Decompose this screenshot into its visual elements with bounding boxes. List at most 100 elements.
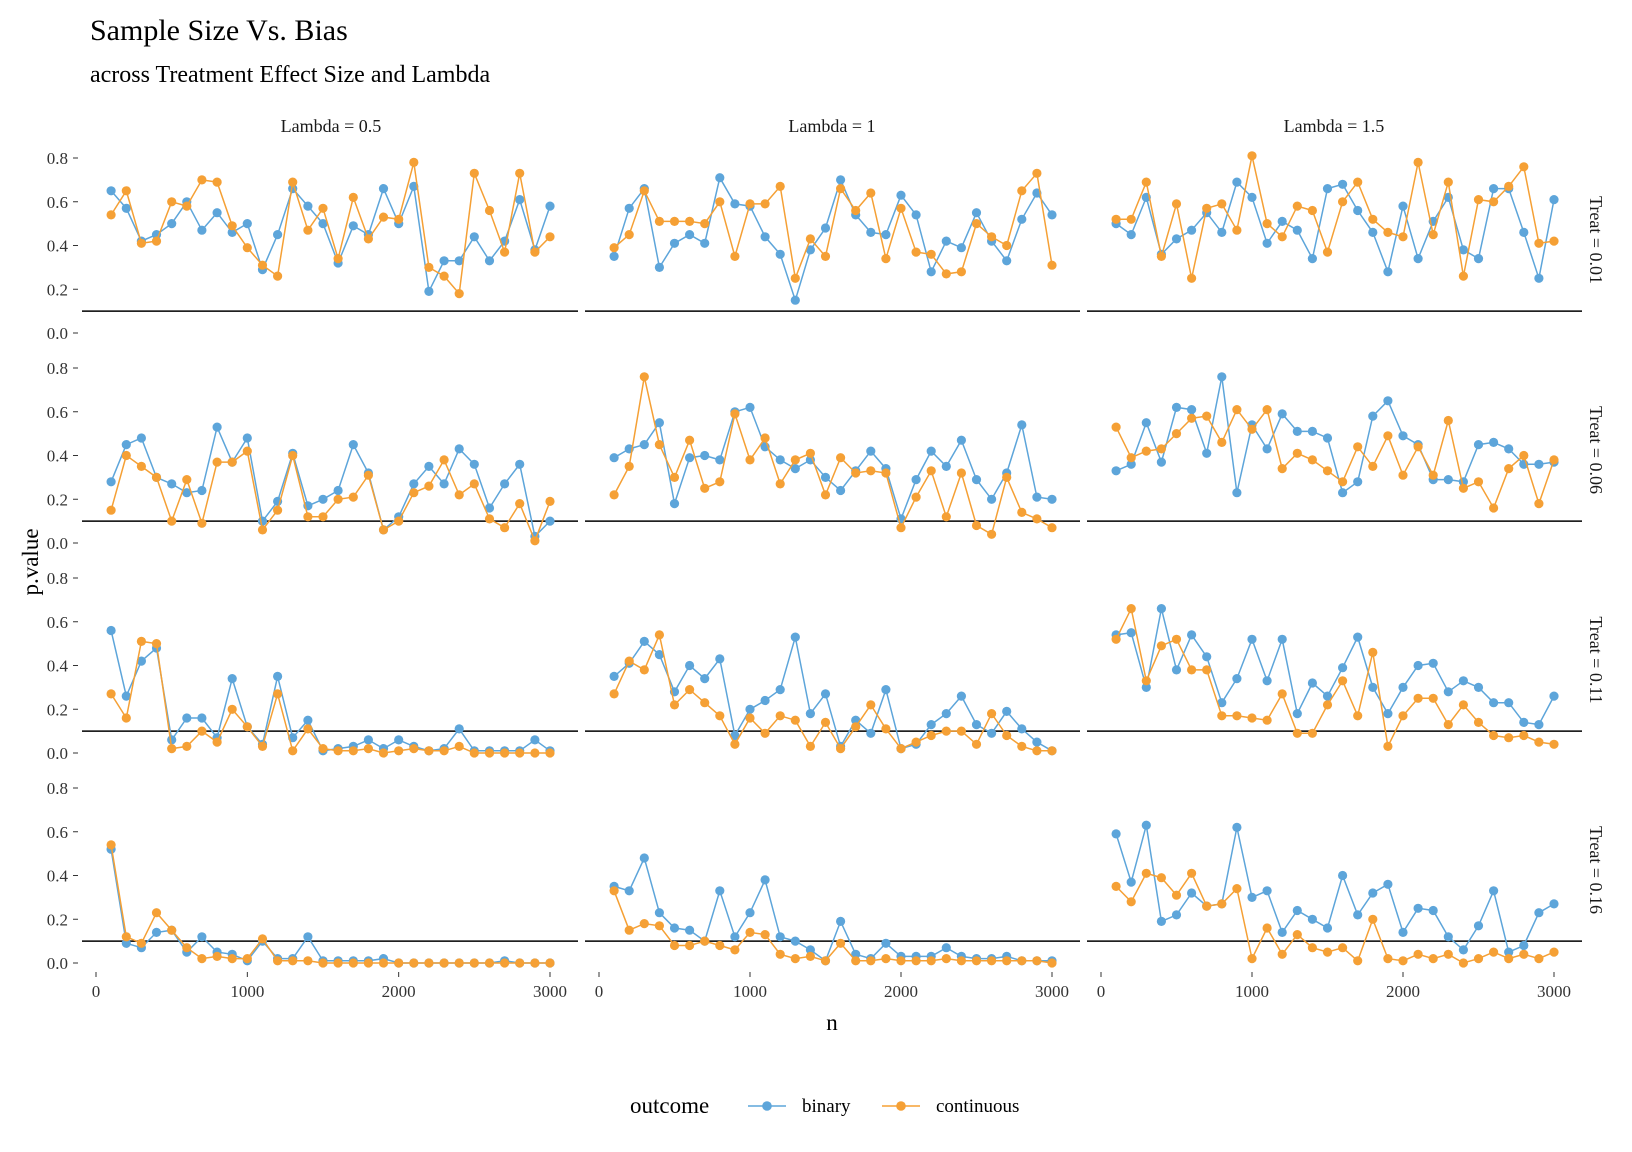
point-binary [1292,426,1302,436]
facet-panel [1087,151,1582,312]
point-continuous [257,934,268,944]
x-axis-ticks: 0 1000 2000 3000 0 1000 2000 3000 0 1000 2000 3000 [92,972,1571,1001]
point-binary [866,446,876,456]
point-continuous [545,748,555,758]
point-continuous [881,254,891,264]
point-binary [1428,658,1438,668]
point-continuous [941,269,951,279]
point-continuous [1277,232,1287,242]
point-continuous [1292,930,1302,940]
point-continuous [851,205,861,216]
point-binary [1111,466,1121,476]
point-continuous [1534,499,1544,509]
point-continuous [469,168,479,178]
point-binary [1353,632,1363,642]
point-continuous [121,186,131,196]
point-continuous [669,472,680,482]
point-binary [820,472,831,482]
point-continuous [1111,214,1121,224]
point-continuous [624,925,634,935]
point-binary [212,422,222,432]
point-continuous [956,468,967,478]
point-binary [609,251,619,261]
point-binary [273,230,283,240]
point-continuous [469,958,479,968]
point-continuous [760,199,770,209]
point-binary [136,433,146,443]
point-continuous [1307,728,1317,738]
point-continuous [273,689,283,699]
point-binary [745,908,755,918]
point-binary [1047,210,1057,220]
point-continuous [257,525,268,535]
point-binary [1413,903,1423,913]
series-line-continuous [613,171,1053,282]
point-binary [639,440,649,450]
point-continuous [1458,700,1468,710]
point-continuous [1111,634,1121,644]
point-continuous [654,630,665,640]
point-continuous [1202,901,1212,911]
point-continuous [1383,227,1393,237]
point-continuous [227,457,237,467]
point-continuous [669,216,680,226]
point-binary [515,195,525,205]
point-continuous [1458,958,1468,968]
point-binary [654,908,665,918]
point-continuous [1032,746,1042,756]
point-continuous [1458,483,1468,493]
point-continuous [1322,947,1333,957]
point-binary [424,461,434,471]
point-binary [745,704,755,714]
facet-panels [82,151,1582,968]
point-binary [1126,628,1136,638]
point-binary [484,256,495,266]
point-continuous [1534,238,1544,248]
point-binary [1489,184,1499,194]
facet-panel [1087,604,1582,752]
point-continuous [1549,947,1559,957]
point-continuous [515,168,525,178]
point-continuous [1428,954,1438,964]
point-binary [836,916,846,927]
point-continuous [956,956,967,966]
point-continuous [745,455,755,465]
point-continuous [318,744,328,754]
point-continuous [333,958,343,968]
point-binary [1443,687,1453,697]
point-binary [530,735,540,745]
facet-col-label-lambda-1: Lambda = 1 [788,116,875,136]
point-continuous [121,713,131,723]
point-binary [136,656,146,666]
point-continuous [136,461,146,471]
point-binary [1398,682,1408,693]
point-continuous [1307,455,1317,465]
point-continuous [545,958,555,968]
point-binary [197,713,207,723]
point-binary [685,925,695,935]
point-continuous [1353,956,1363,966]
point-continuous [288,450,298,461]
y-tick-label: 0.6 [47,823,68,842]
point-continuous [333,746,343,756]
point-continuous [182,741,192,752]
point-continuous [378,212,389,222]
y-tick-label: 0.0 [47,744,68,763]
point-continuous [1383,954,1393,964]
point-continuous [545,232,555,242]
point-continuous [1202,411,1212,421]
point-continuous [941,726,951,736]
point-continuous [1187,665,1197,675]
point-continuous [227,221,237,231]
point-continuous [1032,956,1042,966]
point-continuous [896,956,906,966]
point-binary [303,715,313,725]
point-continuous [1383,431,1393,441]
point-binary [881,685,891,695]
point-binary [1383,396,1393,406]
point-continuous [685,435,695,445]
point-binary [1549,195,1559,205]
point-binary [1338,870,1348,881]
point-binary [454,256,464,266]
point-binary [971,475,982,485]
